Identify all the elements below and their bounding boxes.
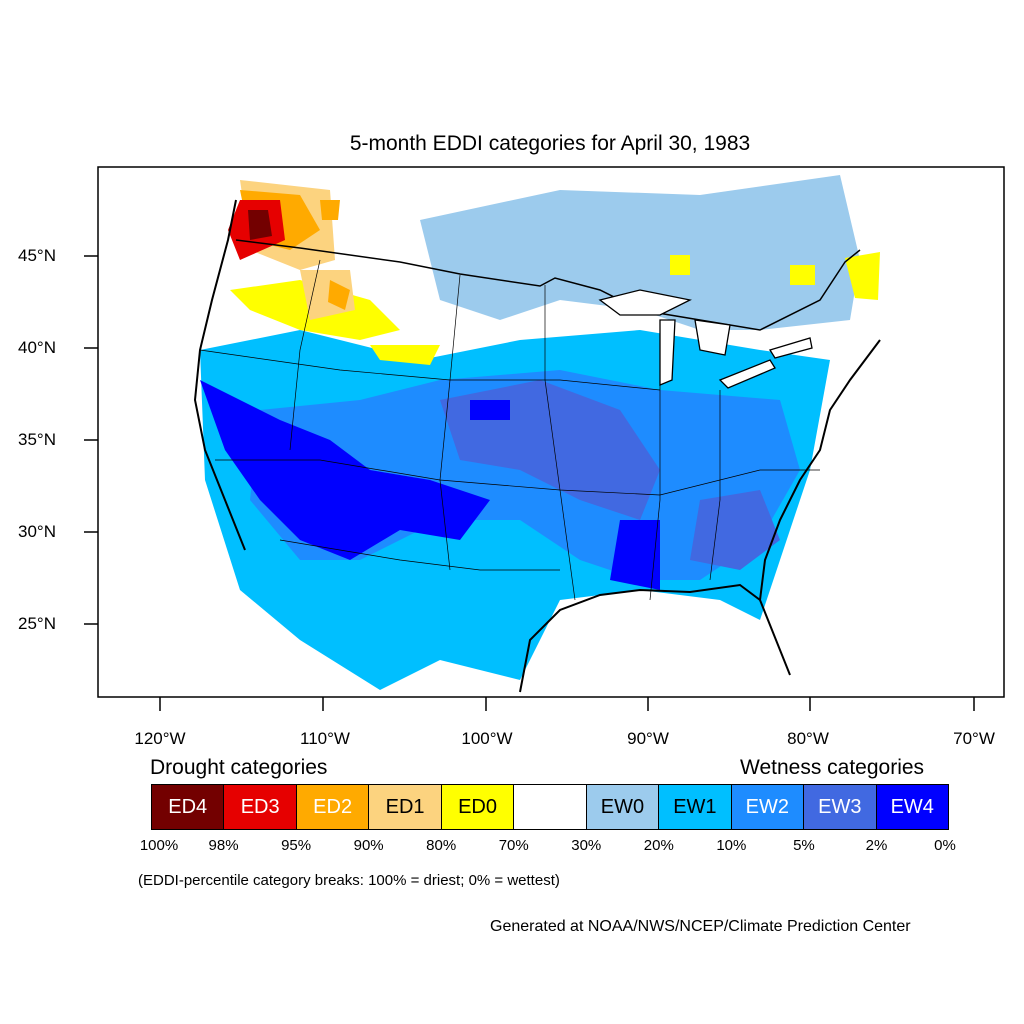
lake-erie: [718, 359, 776, 389]
legend-swatch-ed2: ED2: [296, 785, 370, 829]
lon-label-70w: 70°W: [953, 729, 995, 748]
drought-heading: Drought categories: [150, 756, 328, 779]
lat-label-35: 35°N: [18, 430, 56, 449]
legend-break-label: 100%: [139, 837, 179, 854]
canada-border: [235, 239, 861, 331]
lon-label-90w: 90°W: [627, 729, 669, 748]
ed4-region: [248, 210, 272, 240]
legend-break-label: 70%: [498, 837, 529, 854]
legend-swatch-ew3: EW3: [804, 785, 877, 829]
legend-swatch-ew2: EW2: [731, 785, 805, 829]
lon-label-120w: 120°W: [134, 729, 186, 748]
ew0-region: [420, 175, 860, 330]
legend-swatch-ed0: ED0: [441, 785, 515, 829]
lat-label-40: 40°N: [18, 338, 56, 357]
lon-tick-marks: [159, 697, 975, 711]
plot-frame: [97, 166, 1005, 698]
lat-label-25: 25°N: [18, 614, 56, 633]
wetness-heading: Wetness categories: [740, 756, 925, 779]
lat-tick-marks: [84, 255, 98, 625]
lat-label-30: 30°N: [18, 522, 56, 541]
legend-break-label: 95%: [281, 837, 312, 854]
pacific-coast: [193, 199, 246, 551]
lon-label-80w: 80°W: [787, 729, 829, 748]
credit-line: Generated at NOAA/NWS/NCEP/Climate Predi…: [490, 918, 911, 935]
ew4-region: [200, 380, 660, 590]
legend-swatch-ed4: ED4: [152, 785, 225, 829]
legend-break-label: 2%: [865, 837, 888, 854]
atlantic-coast: [759, 339, 881, 601]
category-legend: ED4 ED3 ED2 ED1 ED0 EW0 EW1 EW2 EW3 EW4: [151, 784, 949, 830]
ew3-region: [440, 380, 780, 570]
lon-label-100w: 100°W: [461, 729, 513, 748]
legend-break-label: 5%: [793, 837, 815, 854]
legend-break-label: 98%: [208, 837, 239, 854]
legend-swatch-ew1: EW1: [659, 785, 732, 829]
legend-swatch-ew0: EW0: [586, 785, 660, 829]
legend-break-label: 10%: [716, 837, 747, 854]
legend-break-label: 0%: [934, 837, 956, 854]
legend-swatch-ed3: ED3: [224, 785, 297, 829]
legend-break-label: 90%: [353, 837, 384, 854]
legend-swatch-ed1: ED1: [369, 785, 442, 829]
lake-michigan: [659, 319, 676, 386]
lon-label-110w: 110°W: [300, 729, 350, 748]
legend-break-label: 30%: [571, 837, 602, 854]
legend-break-label: 20%: [643, 837, 674, 854]
lake-ontario: [768, 337, 813, 359]
break-note: (EDDI-percentile category breaks: 100% =…: [138, 872, 560, 889]
state-boundaries: [199, 259, 820, 601]
legend-swatch-neutral: [514, 785, 587, 829]
gulf-coast: [519, 583, 791, 693]
lat-label-45: 45°N: [18, 246, 56, 265]
lake-superior: [598, 289, 692, 316]
legend-break-label: 80%: [426, 837, 457, 854]
legend-swatch-ew4: EW4: [876, 785, 948, 829]
map-title: 5-month EDDI categories for April 30, 19…: [349, 132, 751, 155]
ed0-region: [230, 252, 880, 365]
lake-huron: [694, 319, 731, 356]
